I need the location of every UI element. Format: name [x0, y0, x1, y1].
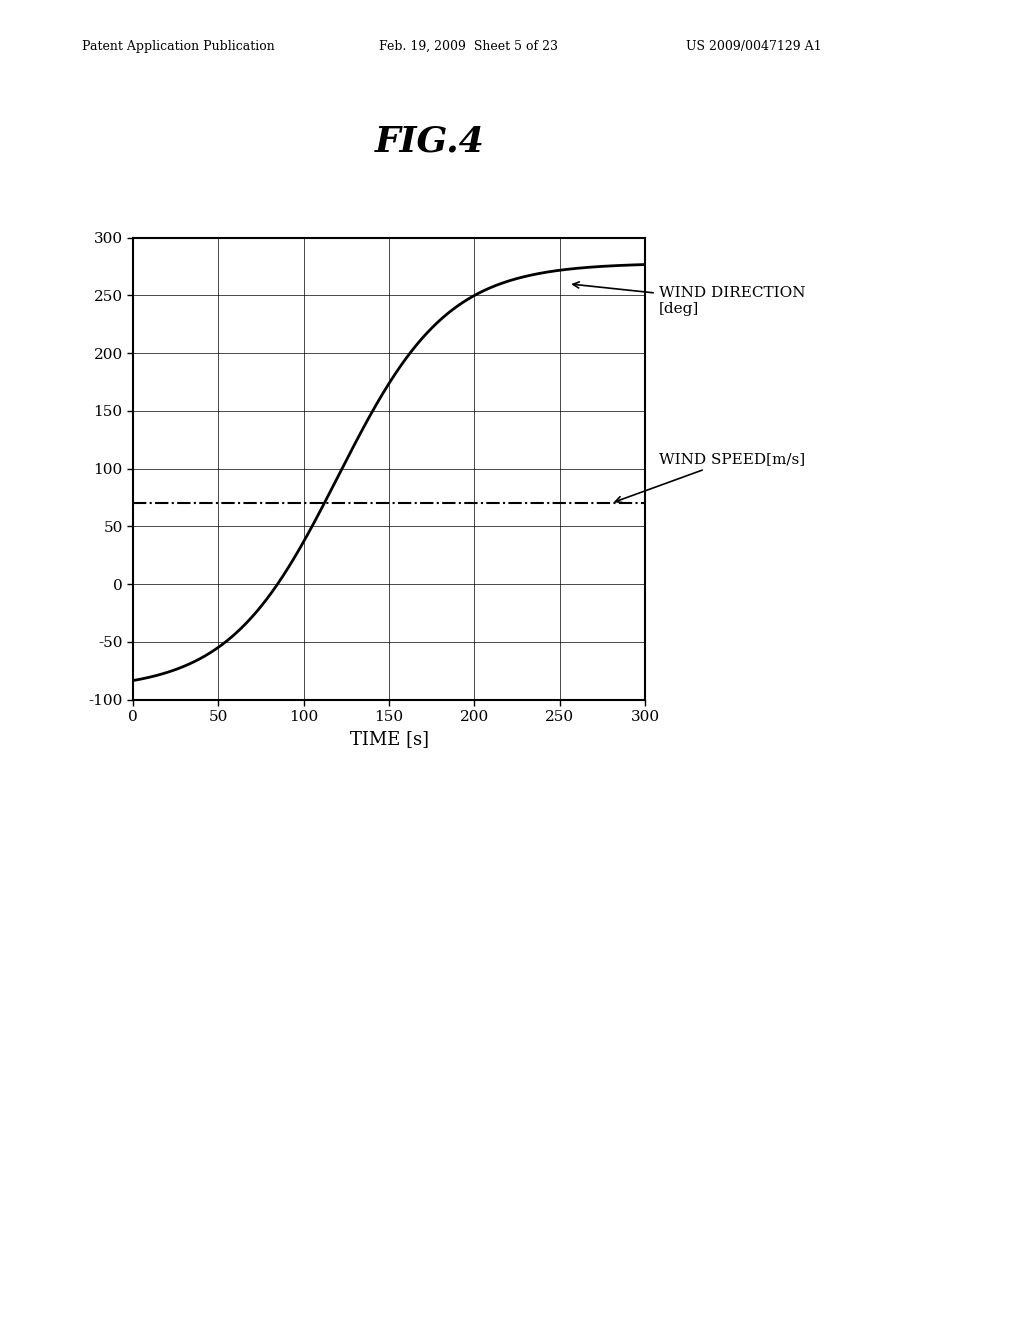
Text: FIG.4: FIG.4 — [375, 125, 485, 158]
Text: Feb. 19, 2009  Sheet 5 of 23: Feb. 19, 2009 Sheet 5 of 23 — [379, 40, 558, 53]
X-axis label: TIME [s]: TIME [s] — [349, 730, 429, 747]
Text: WIND DIRECTION
[deg]: WIND DIRECTION [deg] — [573, 282, 805, 317]
Text: US 2009/0047129 A1: US 2009/0047129 A1 — [686, 40, 821, 53]
Text: Patent Application Publication: Patent Application Publication — [82, 40, 274, 53]
Text: WIND SPEED[m/s]: WIND SPEED[m/s] — [615, 453, 805, 503]
